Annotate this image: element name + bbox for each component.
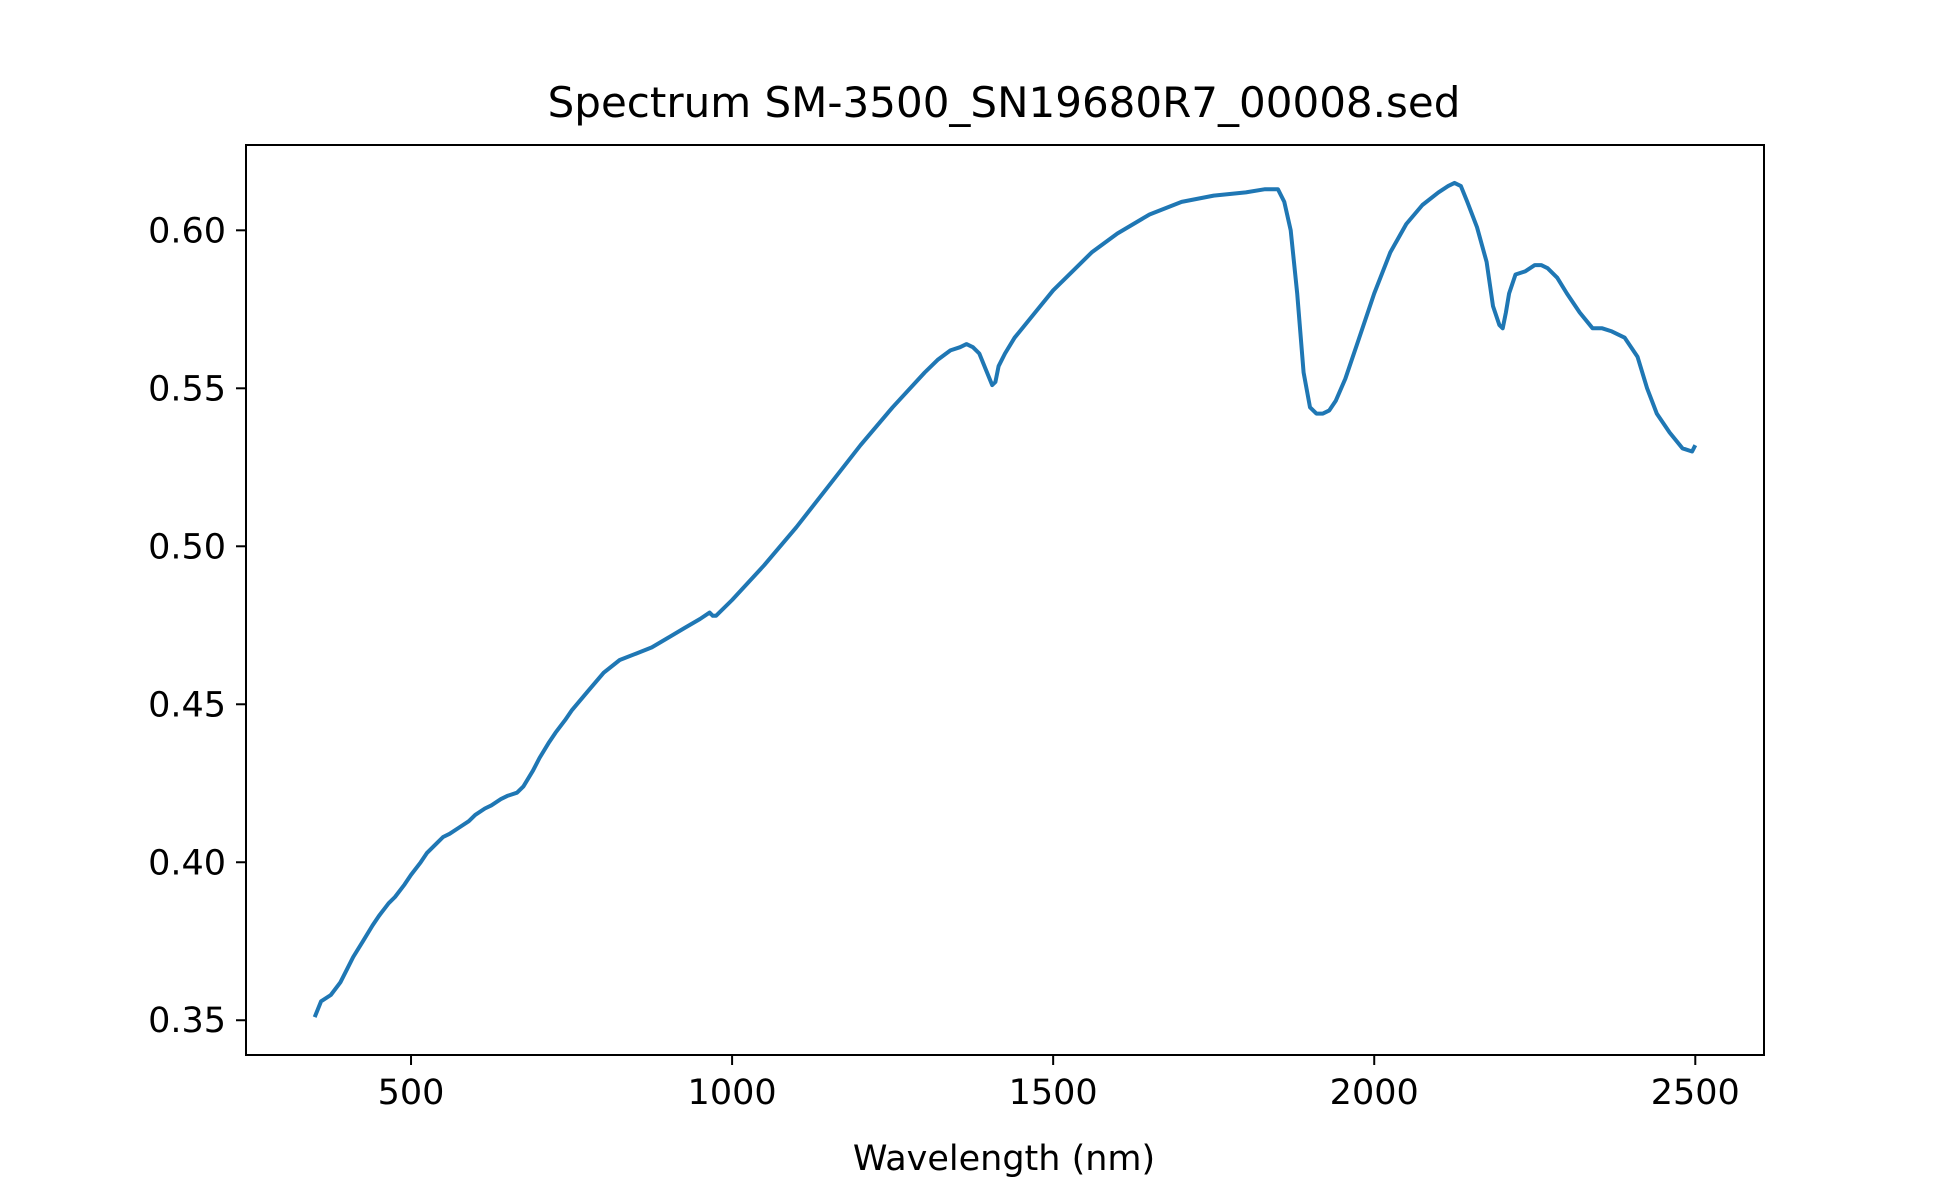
x-tick-label: 2000: [1330, 1073, 1419, 1113]
chart-title: Spectrum SM-3500_SN19680R7_00008.sed: [548, 78, 1461, 127]
plot-frame: [245, 144, 1765, 1056]
x-tick-label: 1500: [1009, 1073, 1098, 1113]
plot-area: [246, 145, 1764, 1055]
y-tick-label: 0.35: [148, 1001, 226, 1041]
y-tick-label: 0.55: [148, 369, 226, 409]
y-tick-label: 0.45: [148, 685, 226, 725]
x-tick-label: 2500: [1651, 1073, 1740, 1113]
y-tick-label: 0.60: [148, 211, 226, 251]
y-tick-label: 0.50: [148, 527, 226, 567]
x-tick-label: 500: [378, 1073, 445, 1113]
spectrum-line: [312, 180, 1698, 1018]
x-axis: 500 1000 1500 2000 2500: [378, 1055, 1740, 1113]
y-tick-label: 0.40: [148, 843, 226, 883]
x-tick-label: 1000: [688, 1073, 777, 1113]
x-axis-label: Wavelength (nm): [853, 1139, 1155, 1179]
y-axis: 0.35 0.40 0.45 0.50 0.55 0.60: [148, 211, 246, 1041]
